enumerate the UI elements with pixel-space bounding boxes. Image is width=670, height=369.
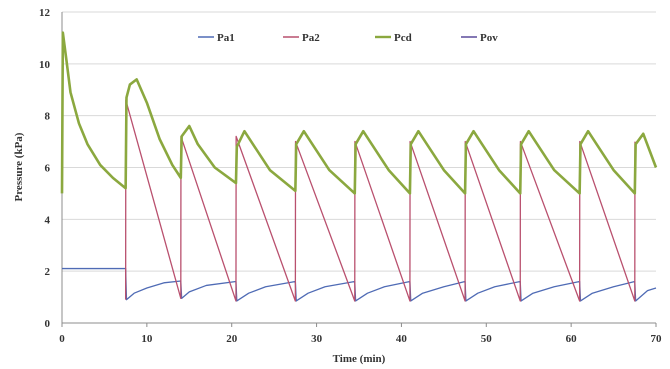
series-lines [60, 31, 658, 302]
x-tick-label-0: 0 [59, 333, 65, 345]
series-line-pa1 [62, 267, 657, 302]
grid-lines [62, 11, 656, 272]
series-line-pcd [60, 31, 658, 195]
x-tick-label-40: 40 [396, 333, 408, 345]
y-tick-label-2: 2 [45, 266, 51, 278]
legend-label-pa2: Pa2 [302, 32, 320, 44]
y-tick-label-8: 8 [45, 111, 51, 123]
y-tick-label-12: 12 [39, 7, 51, 19]
x-tick-label-70: 70 [651, 333, 663, 345]
tick-labels: 0 2 4 6 8 10 12 0 10 20 30 40 50 60 70 [39, 7, 662, 345]
legend-label-pcd: Pcd [394, 32, 412, 44]
y-tick-label-10: 10 [39, 59, 51, 71]
x-tick-label-30: 30 [311, 333, 323, 345]
series-line-pa2 [124, 99, 636, 302]
legend-label-pa1: Pa1 [217, 32, 235, 44]
y-tick-label-0: 0 [45, 318, 51, 330]
y-tick-label-6: 6 [45, 163, 51, 175]
x-tick-label-10: 10 [141, 333, 153, 345]
legend: Pa1 Pa2 Pcd Pov [198, 32, 498, 44]
y-tick-label-4: 4 [45, 214, 51, 226]
x-tick-label-50: 50 [481, 333, 493, 345]
y-axis-title: Pressure (kPa) [13, 132, 25, 201]
legend-label-pov: Pov [480, 32, 498, 44]
x-tick-label-20: 20 [226, 333, 238, 345]
x-axis-title: Time (min) [333, 353, 386, 365]
x-tick-label-60: 60 [566, 333, 578, 345]
